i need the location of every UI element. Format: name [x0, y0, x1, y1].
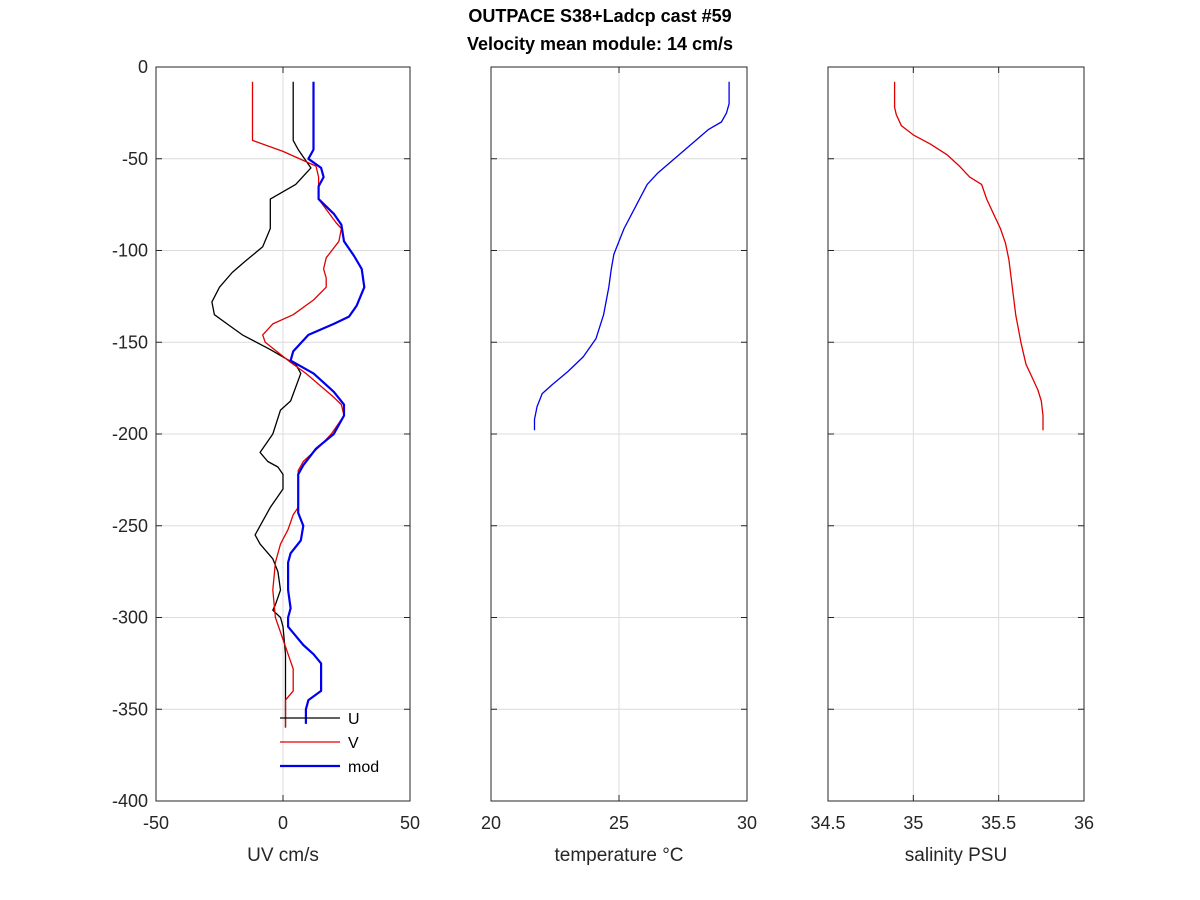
chart-panel-1: -50 0 50 0 -50 -100 -150 -200 -250 -300 -350 -400 UV…	[112, 57, 420, 866]
x-tick-label: 0	[278, 813, 288, 833]
y-tick-label: -250	[112, 516, 148, 536]
y-tick-label: -350	[112, 699, 148, 719]
chart-title-line-1: OUTPACE S38+Ladcp cast #59	[468, 6, 732, 26]
legend-label-u: U	[348, 711, 360, 728]
x-axis-label: salinity PSU	[905, 845, 1007, 866]
series-line-u	[211, 81, 312, 728]
x-tick-label: 30	[737, 813, 757, 833]
chart-title-line-2: Velocity mean module: 14 cm/s	[466, 34, 734, 54]
chart-panel-3: 34.5 35 35.5 36 salinity PSU	[810, 66, 1094, 866]
x-tick-label: -50	[143, 813, 169, 833]
x-tick-label: 35	[903, 813, 923, 833]
x-tick-label: 34.5	[810, 813, 845, 833]
x-tick-label: 36	[1074, 813, 1094, 833]
x-tick-label: 35.5	[981, 813, 1016, 833]
y-tick-label: -50	[122, 149, 148, 169]
y-tick-label: 0	[138, 57, 148, 77]
x-tick-label: 20	[481, 813, 501, 833]
series-line-temperature	[533, 81, 730, 431]
x-axis-label: temperature °C	[554, 845, 683, 866]
y-tick-label: -300	[112, 608, 148, 628]
legend-label-v: V	[348, 735, 359, 752]
series-line-salinity	[893, 81, 1044, 431]
y-tick-label: -200	[112, 424, 148, 444]
x-axis-label: UV cm/s	[247, 845, 319, 866]
x-tick-label: 50	[400, 813, 420, 833]
x-tick-label: 25	[609, 813, 629, 833]
y-tick-label: -400	[112, 791, 148, 811]
chart-panel-2: 20 25 30 temperature °C	[481, 66, 757, 866]
y-tick-label: -100	[112, 241, 148, 261]
legend-label-mod: mod	[348, 759, 379, 776]
series-line-mod	[287, 81, 366, 724]
series-line-v	[251, 81, 345, 728]
y-tick-label: -150	[112, 332, 148, 352]
